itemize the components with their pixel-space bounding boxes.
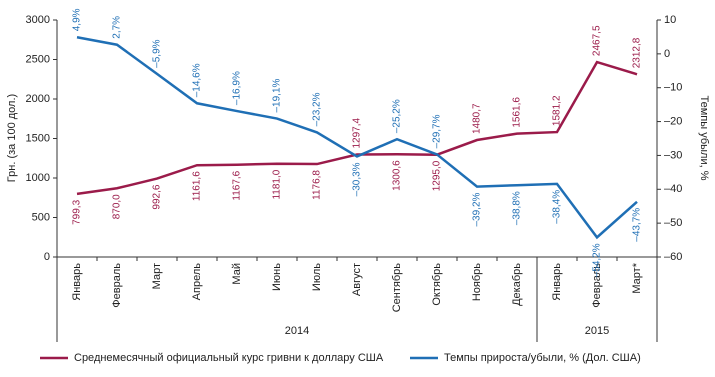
y2-axis-label: Темпы убыли, % [698, 96, 710, 181]
data-label: 992,6 [152, 184, 163, 209]
y-tick-label: 1000 [26, 172, 50, 184]
y-tick-label: 2500 [26, 53, 50, 65]
y2-tick-label: –40 [664, 183, 682, 195]
data-label: 1297,4 [352, 117, 363, 148]
data-label: 1295,0 [432, 160, 443, 191]
data-label: –14,6% [192, 63, 203, 97]
y2-tick-label: –20 [664, 115, 682, 127]
group-label: 2015 [585, 325, 609, 337]
data-label: –39,2% [472, 192, 483, 226]
legend-label: Темпы прироста/убыли, % (Дол. США) [444, 352, 641, 364]
x-tick-label: Ноябрь [471, 263, 483, 301]
data-label: –54,2% [592, 243, 603, 277]
data-label: –25,2% [392, 99, 403, 133]
data-label: 1561,6 [512, 97, 523, 128]
x-tick-label: Февраль [111, 263, 123, 308]
y2-tick-label: –10 [664, 82, 682, 94]
y-axis-label: Грн. (за 100 дол.) [6, 94, 18, 182]
data-label: 799,3 [72, 199, 83, 224]
series-line [76, 36, 638, 240]
y-tick-label: 2000 [26, 93, 50, 105]
x-tick-label: Август [351, 263, 363, 296]
x-tick-label: Сентябрь [391, 263, 403, 313]
y2-tick-label: 10 [664, 14, 676, 26]
data-label: –38,8% [512, 191, 523, 225]
data-label: –23,2% [312, 92, 323, 126]
data-label: –43,7% [632, 208, 643, 242]
group-label: 2014 [285, 325, 309, 337]
x-tick-label: Март [151, 263, 163, 289]
x-tick-label: Апрель [191, 263, 203, 301]
data-label: –19,1% [272, 78, 283, 112]
data-label: –29,7% [432, 114, 443, 148]
data-label: –5,9% [152, 39, 163, 67]
y2-tick-label: –60 [664, 251, 682, 263]
x-tick-label: Март* [631, 262, 643, 293]
data-label: 2467,5 [592, 25, 603, 56]
y-tick-label: 3000 [26, 14, 50, 26]
x-tick-label: Январь [551, 263, 563, 301]
data-label: 1176,8 [312, 170, 323, 200]
x-tick-label: Май [231, 263, 243, 285]
x-tick-label: Октябрь [431, 263, 443, 306]
data-label: 2,7% [112, 16, 123, 39]
x-tick-label: Июль [311, 263, 323, 291]
data-label: 1161,6 [192, 171, 203, 201]
data-label: 1300,6 [392, 160, 403, 191]
legend-label: Среднемесячный официальный курс гривни к… [74, 352, 384, 364]
data-label: 1181,0 [272, 169, 283, 199]
y2-tick-label: –50 [664, 217, 682, 229]
data-label: 1480,7 [472, 103, 483, 134]
data-label: –38,4% [552, 190, 563, 224]
data-label: –30,3% [352, 162, 363, 196]
x-tick-label: Февраль [591, 263, 603, 308]
data-label: 4,9% [72, 8, 83, 31]
y-tick-label: 1500 [26, 132, 50, 144]
series-line [76, 60, 638, 196]
y-tick-label: 500 [32, 211, 50, 223]
data-label: 1167,6 [232, 170, 243, 200]
y-tick-label: 0 [44, 251, 50, 263]
data-label: 2312,8 [632, 37, 643, 68]
y2-tick-label: –30 [664, 149, 682, 161]
y2-tick-label: 0 [664, 48, 670, 60]
data-label: 870,0 [112, 194, 123, 219]
x-tick-label: Июнь [271, 263, 283, 291]
x-tick-label: Январь [71, 263, 83, 301]
x-tick-label: Декабрь [511, 263, 523, 306]
data-label: –16,9% [232, 71, 243, 105]
data-label: 1581,2 [552, 95, 563, 126]
